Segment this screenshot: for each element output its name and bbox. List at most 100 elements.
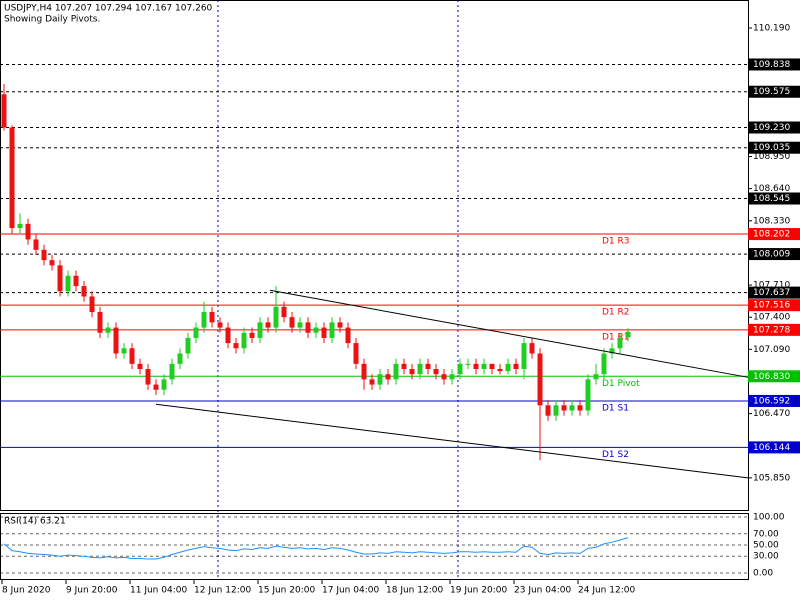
- pivot-box: [748, 228, 800, 241]
- y-tick-label: 110.190: [753, 23, 790, 33]
- candle-body: [217, 322, 223, 328]
- pivot-name: D1 S1: [602, 403, 629, 413]
- candle-body: [297, 322, 303, 328]
- candle-body: [409, 369, 415, 375]
- candle-body: [553, 405, 559, 416]
- candle-body: [97, 312, 103, 333]
- candle-body: [329, 322, 335, 338]
- candle-body: [529, 343, 535, 354]
- rsi-panel: [0, 513, 749, 580]
- candle-body: [521, 343, 527, 370]
- level-box: [748, 286, 800, 299]
- pivot-label: 106.144: [753, 443, 790, 453]
- y-tick-label: 70.00: [753, 529, 779, 539]
- candle-body: [593, 374, 599, 380]
- candle-body: [161, 379, 167, 390]
- candle-body: [441, 374, 447, 380]
- level-label: 109.230: [753, 123, 790, 133]
- pivot-name: D1 R3: [602, 237, 630, 247]
- candle-body: [73, 275, 79, 287]
- candle-body: [313, 327, 319, 333]
- candle-body: [449, 374, 455, 380]
- candle-body: [353, 343, 359, 364]
- x-tick-label: 18 Jun 12:00: [386, 586, 443, 596]
- rsi-line: [3, 537, 629, 560]
- level-label: 108.009: [753, 250, 790, 260]
- y-tick-label: 108.330: [753, 216, 790, 226]
- candle-body: [89, 296, 95, 313]
- candle-body: [481, 363, 487, 370]
- candle-body: [305, 322, 311, 333]
- y-tick-label: 50.00: [753, 541, 779, 551]
- candle-body: [369, 379, 375, 385]
- candle-body: [489, 363, 495, 370]
- y-tick-label: 105.850: [753, 473, 790, 483]
- y-tick-label: 108.640: [753, 184, 790, 194]
- trendline: [155, 403, 749, 479]
- level-label: 107.637: [753, 288, 790, 298]
- candle-body: [497, 369, 503, 372]
- candle-body: [49, 260, 55, 266]
- candle-body: [265, 322, 271, 328]
- candle-body: [569, 405, 575, 411]
- level-label: 109.838: [753, 60, 790, 70]
- candle-body: [209, 312, 215, 323]
- level-box: [748, 248, 800, 261]
- x-tick-label: 17 Jun 04:00: [322, 586, 379, 596]
- y-tick-label: 0.00: [753, 569, 773, 579]
- candle-body: [65, 275, 71, 292]
- candle-body: [401, 363, 407, 370]
- candle-body: [41, 249, 47, 261]
- candle-body: [513, 363, 519, 370]
- candle-body: [9, 127, 15, 229]
- candle-body: [425, 363, 431, 370]
- candle-body: [113, 327, 119, 354]
- candle-body: [225, 327, 231, 344]
- pivot-name: D1 Pivot: [602, 379, 640, 389]
- candle-body: [625, 331, 631, 338]
- candle-body: [545, 405, 551, 416]
- candle-body: [321, 327, 327, 338]
- level-label: 109.035: [753, 143, 790, 153]
- candle-body: [337, 322, 343, 328]
- pivot-label: 107.516: [753, 301, 790, 311]
- y-tick-label: 107.090: [753, 345, 790, 355]
- candle-body: [505, 363, 511, 372]
- candle-body: [129, 348, 135, 364]
- candle-body: [377, 374, 383, 385]
- chart-title: USDJPY,H4 107.207 107.294 107.167 107.26…: [4, 4, 213, 14]
- x-tick-label: 15 Jun 20:00: [258, 586, 315, 596]
- level-label: 108.545: [753, 194, 790, 204]
- y-tick-label: 108.950: [753, 152, 790, 162]
- candle-body: [577, 405, 583, 411]
- x-tick-label: 12 Jun 12:00: [194, 586, 251, 596]
- x-tick-label: 24 Jun 12:00: [578, 586, 635, 596]
- level-box: [748, 141, 800, 154]
- candle-body: [257, 322, 263, 338]
- pivot-name: D1 R1: [602, 332, 630, 342]
- candle-body: [81, 286, 87, 297]
- candle-body: [393, 363, 399, 380]
- candle-body: [617, 337, 623, 349]
- y-tick-label: 100.00: [753, 513, 785, 523]
- candle-body: [585, 379, 591, 411]
- pivot-box: [748, 394, 800, 407]
- pivot-label: 108.202: [753, 230, 790, 240]
- candle-body: [345, 327, 351, 344]
- candle-body: [193, 327, 199, 338]
- candle-body: [177, 353, 183, 364]
- candle-body: [289, 317, 295, 328]
- x-tick-label: 19 Jun 20:00: [450, 586, 507, 596]
- candle-body: [465, 363, 471, 365]
- candle-body: [105, 327, 111, 333]
- candle-body: [561, 405, 567, 411]
- candle-body: [249, 332, 255, 338]
- pivot-box: [748, 323, 800, 336]
- trendline: [269, 289, 749, 378]
- candle-body: [273, 306, 279, 328]
- level-box: [748, 85, 800, 98]
- candle-body: [241, 332, 247, 349]
- pivot-label: 107.278: [753, 325, 790, 335]
- level-box: [748, 121, 800, 134]
